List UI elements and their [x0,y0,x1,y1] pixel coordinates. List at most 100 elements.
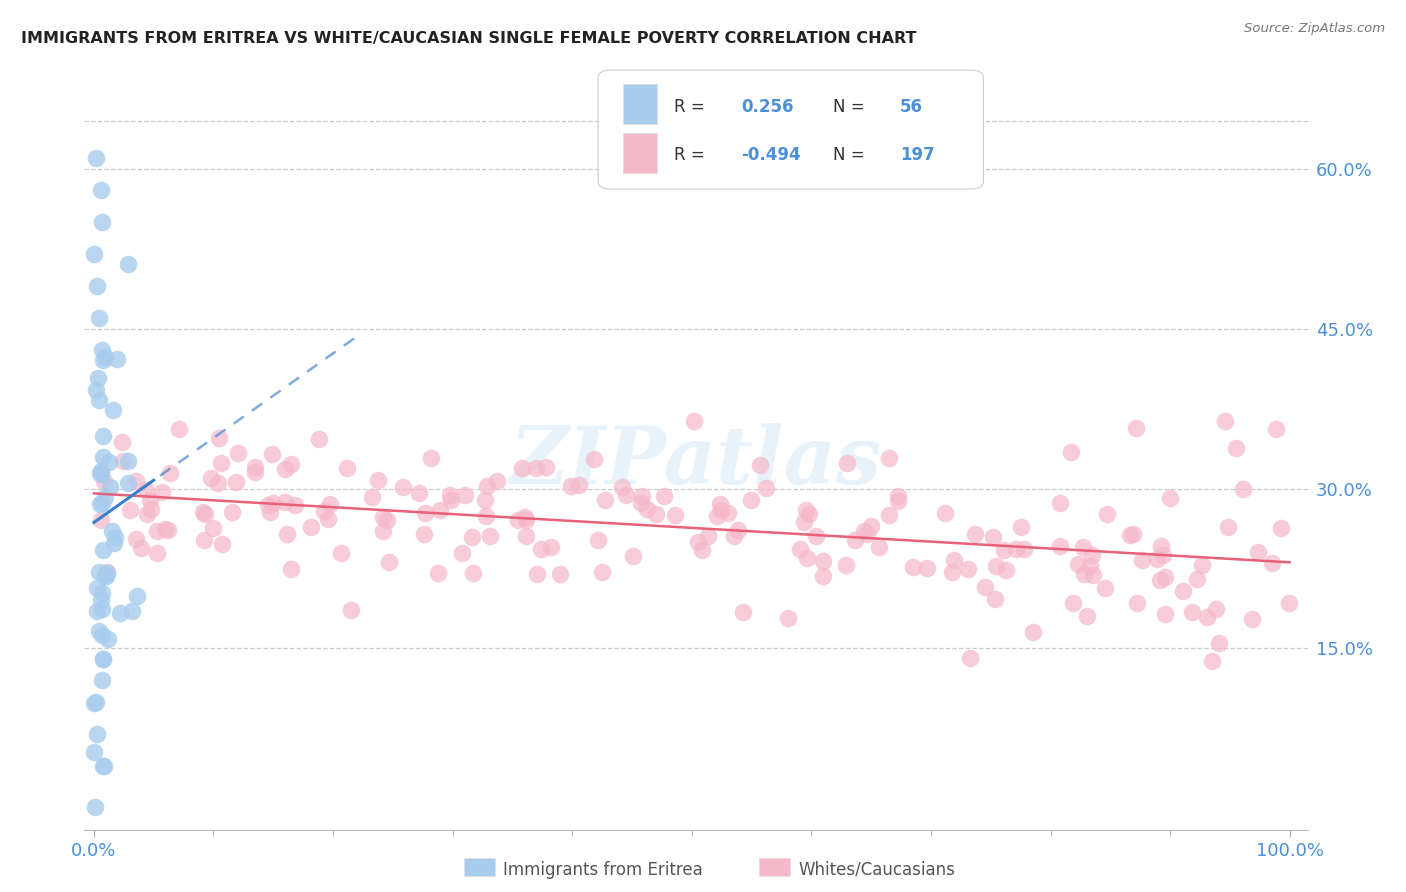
Point [408,486,430,500]
Text: 56: 56 [900,98,924,116]
Point [373,509,395,524]
Point [367,473,389,487]
Point [83,247,105,261]
Point [1197,610,1219,624]
Point [984,558,1007,573]
Point [131,541,153,556]
Point [86,604,108,618]
Point [194,508,217,522]
Point [439,488,461,502]
Point [90,464,112,478]
Point [835,558,858,573]
Point [1049,540,1071,554]
Point [526,567,548,582]
Point [852,524,875,539]
Point [87,393,110,408]
Point [83,799,105,814]
Text: ZIPatlas: ZIPatlas [510,423,882,500]
Point [789,542,811,557]
Point [1185,572,1208,586]
Point [548,566,571,581]
Point [1216,520,1239,534]
Point [259,505,281,519]
Point [86,279,108,293]
Point [1122,526,1144,541]
Point [90,628,112,642]
Point [90,602,112,616]
Point [262,496,284,510]
Point [644,507,666,521]
Point [1171,584,1194,599]
Point [336,460,359,475]
Point [89,624,111,639]
Point [630,495,652,509]
Point [995,563,1018,577]
Point [243,459,266,474]
Point [877,508,900,523]
Point [1153,570,1175,584]
Text: -0.494: -0.494 [741,146,801,164]
Point [1130,553,1153,567]
Point [139,493,162,508]
Point [98,455,121,469]
Point [105,351,128,366]
Point [371,524,394,538]
Point [723,529,745,543]
Point [1010,519,1032,533]
Point [193,533,215,548]
Point [965,527,987,541]
Point [90,586,112,600]
Point [901,560,924,574]
Point [146,524,169,538]
Point [591,565,613,579]
Point [156,523,179,537]
Point [94,569,117,583]
Point [485,475,508,489]
Point [835,456,858,470]
Point [593,492,616,507]
Point [710,503,733,517]
Point [103,403,125,417]
Point [91,758,114,772]
Point [636,502,658,516]
Point [90,496,112,510]
Point [1125,421,1147,435]
Point [108,606,131,620]
Point [690,543,713,558]
Point [191,505,214,519]
Point [1153,607,1175,621]
Point [515,529,537,543]
Point [887,489,910,503]
Point [86,371,108,385]
Point [86,581,108,595]
Point [111,435,134,450]
Point [540,540,562,554]
FancyBboxPatch shape [623,85,657,124]
Text: 197: 197 [900,146,935,164]
Point [993,543,1015,558]
Point [1159,491,1181,505]
Point [146,546,169,560]
Point [1094,581,1116,595]
Point [87,565,110,579]
Point [226,446,249,460]
Point [717,506,740,520]
Text: Immigrants from Eritrea: Immigrants from Eritrea [503,861,703,879]
Point [299,520,322,534]
Point [83,745,105,759]
Point [361,490,384,504]
Point [1073,567,1095,582]
Point [111,454,134,468]
Point [91,542,114,557]
Point [1095,507,1118,521]
Point [1152,549,1174,563]
Point [101,524,124,538]
Point [117,257,139,271]
Point [159,466,181,480]
Point [1078,559,1101,574]
Point [984,592,1007,607]
Point [475,508,498,523]
Point [731,605,754,619]
Point [696,528,718,542]
Point [664,508,686,522]
